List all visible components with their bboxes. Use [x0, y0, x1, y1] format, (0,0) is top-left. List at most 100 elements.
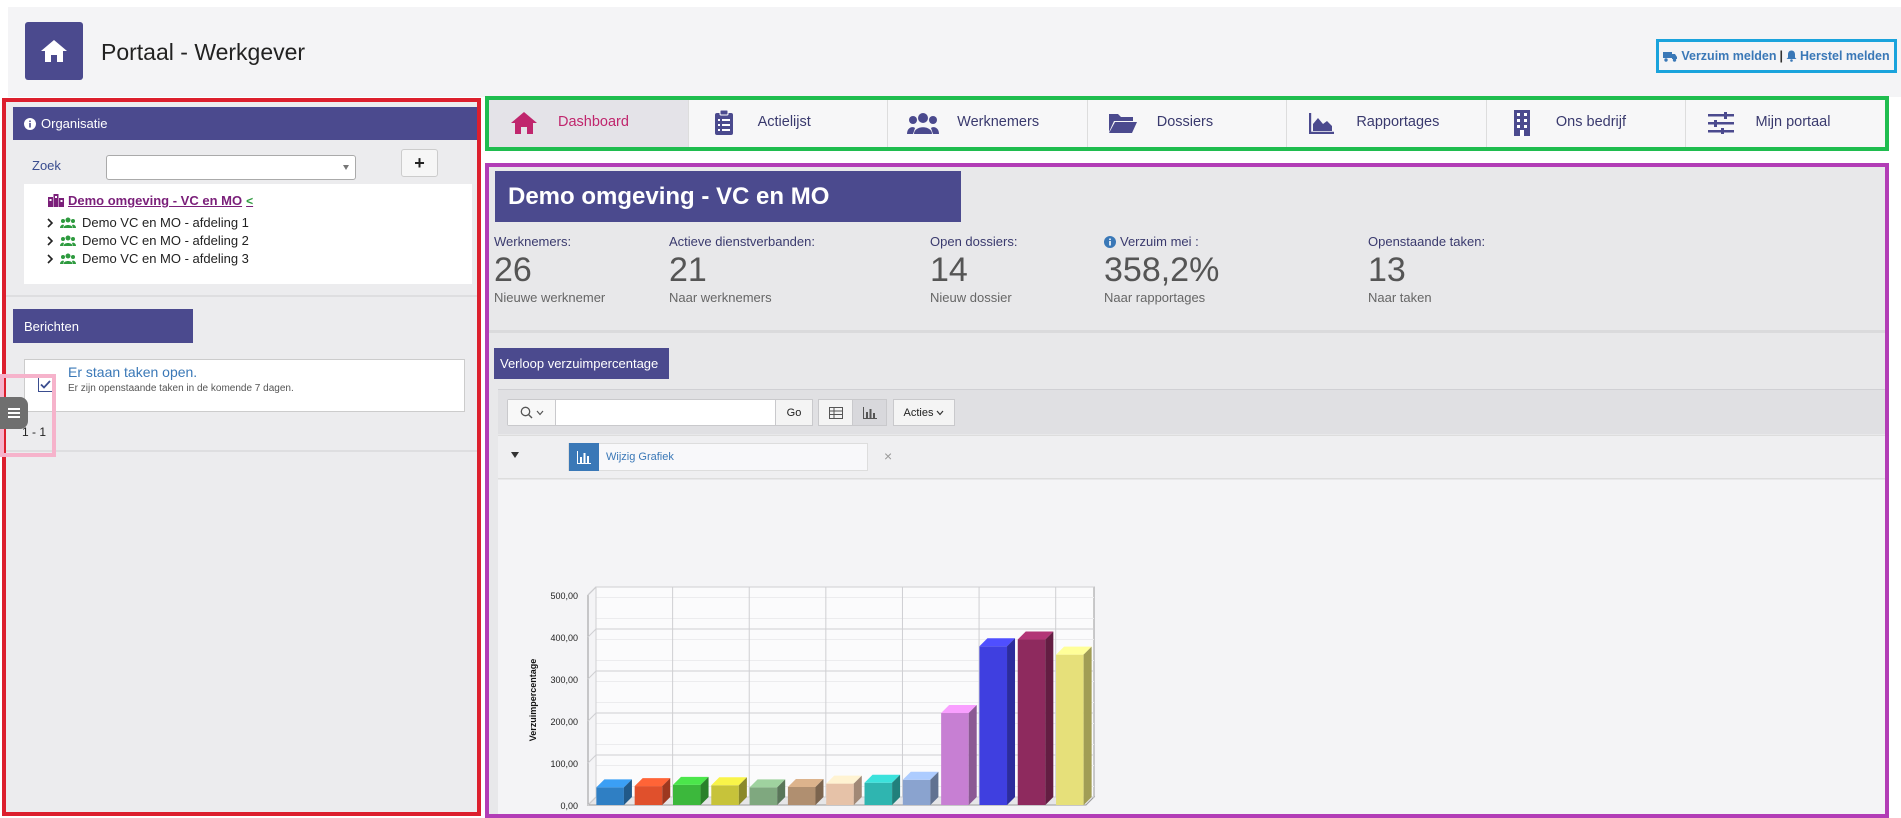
- y-tick-label: 300,00: [550, 675, 578, 685]
- verzuim-melden-label: Verzuim melden: [1681, 49, 1777, 63]
- wijzig-grafiek-chip[interactable]: Wijzig Grafiek: [568, 443, 868, 471]
- bar-side: [968, 705, 977, 805]
- nav-label: Actielijst: [757, 114, 811, 130]
- info-icon: [24, 117, 36, 130]
- stat-verzuim: Verzuim mei : 358,2% Naar rapportages: [1104, 234, 1219, 305]
- bar-side: [853, 775, 862, 805]
- pagination: 1 - 1: [22, 425, 47, 439]
- users-icon: [906, 108, 940, 138]
- bar-top: [787, 778, 824, 787]
- bar: [672, 784, 701, 805]
- nav-label: Ons bedrijf: [1555, 114, 1627, 130]
- tree-item[interactable]: Demo VC en MO - afdeling 3: [46, 251, 249, 266]
- bar-top: [979, 638, 1016, 647]
- chart-area: 0,00 100,00 200,00 300,00 400,00 500,00 Verzui…: [498, 480, 1885, 814]
- home-icon: [507, 108, 541, 138]
- bar: [1056, 654, 1084, 805]
- stat-value: 13: [1368, 251, 1406, 289]
- bar-top: [749, 779, 786, 788]
- nav-label: Werknemers: [957, 114, 1040, 130]
- stat-link[interactable]: Naar rapportages: [1104, 290, 1206, 305]
- zoek-select[interactable]: [106, 155, 356, 180]
- go-button[interactable]: Go: [775, 399, 813, 426]
- nav-mijn-portaal[interactable]: Mijn portaal: [1686, 100, 1886, 147]
- chevron-right-icon: [47, 235, 54, 246]
- bar-top: [672, 776, 709, 785]
- stat-link[interactable]: Naar taken: [1368, 290, 1432, 305]
- home-button[interactable]: [25, 22, 83, 80]
- organisation-tree: Demo omgeving - VC en MO < Demo VC en MO…: [24, 184, 472, 284]
- nav-dossiers[interactable]: Dossiers: [1087, 100, 1288, 147]
- bar-top: [596, 779, 632, 788]
- acties-button[interactable]: Acties: [893, 399, 955, 426]
- organisatie-title: Organisatie: [41, 116, 108, 131]
- stat-value: 14: [930, 251, 968, 289]
- bar-side: [738, 777, 747, 805]
- bar-side: [700, 776, 709, 805]
- stat-value: 21: [669, 251, 707, 289]
- tree-item[interactable]: Demo VC en MO - afdeling 2: [46, 233, 249, 248]
- stat-label: Werknemers:: [494, 234, 572, 249]
- nav-werknemers[interactable]: Werknemers: [888, 100, 1088, 147]
- message-card[interactable]: Er staan taken open. Er zijn openstaande…: [24, 359, 465, 412]
- links-separator: |: [1779, 49, 1784, 63]
- selected-marker: <: [246, 193, 254, 208]
- chart-view-button[interactable]: [852, 399, 887, 426]
- top-links: Verzuim melden | Herstel melden: [1656, 39, 1897, 73]
- tree-item-label: Demo VC en MO - afdeling 1: [82, 215, 249, 230]
- bar-top: [1056, 646, 1092, 655]
- y-tick-label: 400,00: [550, 633, 578, 643]
- folder-open-icon: [1106, 108, 1140, 138]
- bar-side: [1045, 631, 1054, 805]
- users-icon: [60, 253, 76, 264]
- bar: [749, 787, 778, 805]
- table-view-button[interactable]: [818, 399, 853, 426]
- x-tick-label: September 2021: [730, 813, 797, 814]
- nav-label: Rapportages: [1356, 114, 1440, 130]
- y-tick-label: 200,00: [550, 717, 578, 727]
- nav-ons-bedrijf[interactable]: Ons bedrijf: [1486, 100, 1687, 147]
- home-icon: [41, 40, 67, 62]
- stat-link[interactable]: Nieuwe werknemer: [494, 290, 606, 305]
- sidebar-toggle-button[interactable]: [0, 397, 28, 429]
- sliders-icon: [1704, 108, 1738, 138]
- add-button[interactable]: +: [401, 149, 438, 177]
- main-nav: Dashboard Actielijst Werknemers Dossiers…: [485, 96, 1889, 151]
- search-input[interactable]: [556, 400, 783, 425]
- tree-item[interactable]: Demo VC en MO - afdeling 1: [46, 215, 249, 230]
- main-panel: Demo omgeving - VC en MO Werknemers: 26 …: [485, 163, 1889, 818]
- nav-actielijst[interactable]: Actielijst: [688, 100, 889, 147]
- tree-item-label: Demo VC en MO - afdeling 2: [82, 233, 249, 248]
- close-icon[interactable]: ×: [884, 448, 893, 464]
- bar-side: [892, 774, 901, 805]
- nav-dashboard[interactable]: Dashboard: [489, 100, 689, 147]
- bar: [941, 713, 969, 805]
- berichten-header: Berichten: [13, 309, 193, 343]
- filter-row: Wijzig Grafiek ×: [498, 435, 1885, 479]
- chevron-right-icon: [47, 217, 54, 228]
- verzuim-melden-link[interactable]: Verzuim melden: [1663, 49, 1777, 63]
- stat-werknemers: Werknemers: 26 Nieuwe werknemer: [494, 234, 605, 305]
- collapse-toggle-icon[interactable]: [511, 452, 519, 458]
- stat-label: Open dossiers:: [930, 234, 1018, 249]
- page-title: Demo omgeving - VC en MO: [495, 171, 961, 222]
- users-icon: [60, 217, 76, 228]
- bar: [1017, 639, 1046, 805]
- bar: [787, 786, 816, 805]
- search-column-button[interactable]: [508, 400, 556, 425]
- search-group: [507, 399, 784, 426]
- tree-root[interactable]: Demo omgeving - VC en MO <: [48, 193, 253, 208]
- nav-rapportages[interactable]: Rapportages: [1287, 100, 1487, 147]
- stat-value: 26: [494, 251, 532, 289]
- y-tick-label: 100,00: [550, 759, 578, 769]
- chip-label: Wijzig Grafiek: [606, 451, 674, 463]
- chart-tab[interactable]: Verloop verzuimpercentage: [494, 348, 669, 379]
- bar-side: [815, 778, 824, 805]
- stat-link[interactable]: Naar werknemers: [669, 290, 772, 305]
- x-tick-label: November 2021: [808, 813, 872, 814]
- header: Portaal - Werkgever Verzuim melden | Her…: [8, 7, 1901, 97]
- left-panel: Organisatie Zoek + Demo omgeving - VC en…: [2, 98, 481, 816]
- stat-label: Openstaande taken:: [1368, 234, 1486, 249]
- stat-link[interactable]: Nieuw dossier: [930, 290, 1012, 305]
- herstel-melden-link[interactable]: Herstel melden: [1786, 49, 1890, 63]
